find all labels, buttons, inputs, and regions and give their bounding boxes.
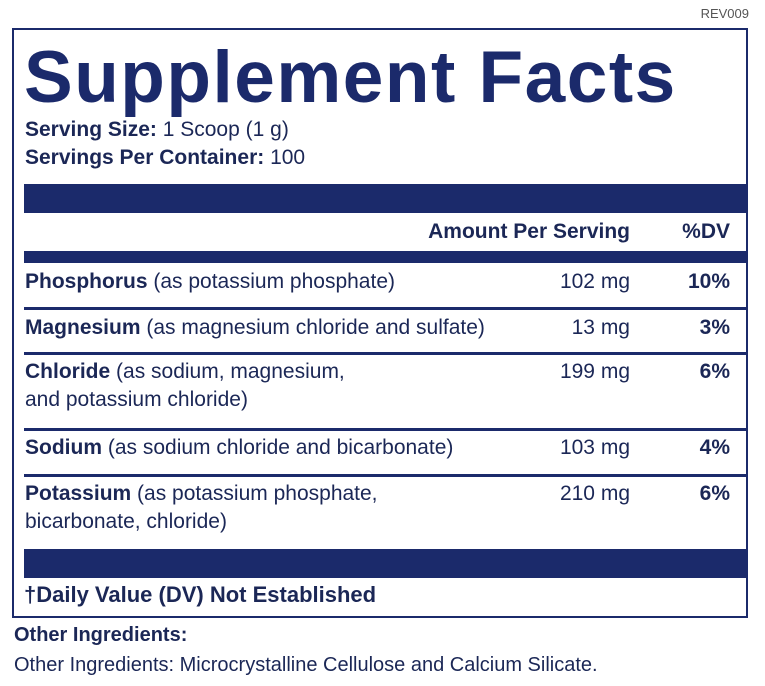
amount: 199 mg bbox=[559, 360, 630, 383]
title: Supplement Facts bbox=[24, 37, 677, 118]
nutrient-row: Potassium (as potassium phosphate, bicarb… bbox=[25, 480, 730, 536]
value: 100 bbox=[270, 146, 306, 169]
row-line: Phosphorus (as potassium phosphate) bbox=[25, 268, 730, 296]
amount: 13 mg bbox=[571, 316, 630, 339]
nutrient-description: (as sodium chloride and bicarbonate) bbox=[107, 436, 454, 459]
row-line: Potassium (as potassium phosphate, bbox=[25, 480, 730, 508]
amount: 102 mg bbox=[559, 270, 630, 293]
nutrient-description: (as sodium, magnesium, bbox=[116, 360, 345, 383]
nutrient-row: Magnesium (as magnesium chloride and sul… bbox=[25, 314, 730, 342]
header-dv: %DV bbox=[682, 220, 730, 243]
amount: 210 mg bbox=[559, 482, 630, 505]
row-rule bbox=[24, 352, 748, 355]
row-line: Chloride (as sodium, magnesium, bbox=[25, 358, 730, 386]
nutrient-row: Phosphorus (as potassium phosphate) 102 m… bbox=[25, 268, 730, 296]
row-line: Magnesium (as magnesium chloride and sul… bbox=[25, 314, 730, 342]
nutrient-name: Chloride bbox=[25, 360, 111, 383]
nutrient-row: Sodium (as sodium chloride and bicarbona… bbox=[25, 434, 730, 462]
nutrient-description: (as potassium phosphate) bbox=[153, 270, 395, 293]
nutrient-name: Potassium bbox=[25, 482, 132, 505]
facts-panel: Supplement Facts Serving Size: 1 Scoop (… bbox=[12, 28, 748, 618]
nutrient-description: (as magnesium chloride and sulfate) bbox=[146, 316, 485, 339]
nutrient-name: Sodium bbox=[25, 436, 102, 459]
other-ingredients-text: Other Ingredients: Microcrystalline Cell… bbox=[14, 654, 598, 676]
daily-value: 10% bbox=[687, 270, 730, 293]
label: Servings Per Container: bbox=[25, 146, 265, 169]
nutrient-row: Chloride (as sodium, magnesium, and potas… bbox=[25, 358, 730, 414]
value: 1 Scoop (1 g) bbox=[162, 118, 289, 141]
header-bar bbox=[24, 251, 748, 263]
serving-size: Serving Size: 1 Scoop (1 g) bbox=[25, 118, 289, 142]
revision: REV009 bbox=[700, 6, 749, 21]
thick-bar bbox=[24, 549, 748, 578]
nutrient-name: Magnesium bbox=[25, 316, 141, 339]
nutrient-description: and potassium chloride) bbox=[25, 388, 248, 411]
amount: 103 mg bbox=[559, 436, 630, 459]
label: Serving Size: bbox=[25, 118, 157, 141]
nutrient-name: Phosphorus bbox=[25, 270, 148, 293]
row-rule bbox=[24, 307, 748, 310]
daily-value: 6% bbox=[699, 482, 730, 505]
header-amount: Amount Per Serving bbox=[428, 220, 630, 243]
nutrient-description: (as potassium phosphate, bbox=[137, 482, 378, 505]
daily-value: 6% bbox=[699, 360, 730, 383]
row-line: Sodium (as sodium chloride and bicarbona… bbox=[25, 434, 730, 462]
daily-value: 3% bbox=[699, 316, 730, 339]
other-ingredients-heading: Other Ingredients: bbox=[14, 624, 188, 646]
nutrient-description: bicarbonate, chloride) bbox=[25, 510, 227, 533]
thick-bar bbox=[24, 184, 748, 213]
daily-value: 4% bbox=[699, 436, 730, 459]
servings-per-container: Servings Per Container: 100 bbox=[25, 146, 305, 170]
row-rule bbox=[24, 428, 748, 431]
footnote: †Daily Value (DV) Not Established bbox=[24, 582, 377, 607]
row-rule bbox=[24, 474, 748, 477]
